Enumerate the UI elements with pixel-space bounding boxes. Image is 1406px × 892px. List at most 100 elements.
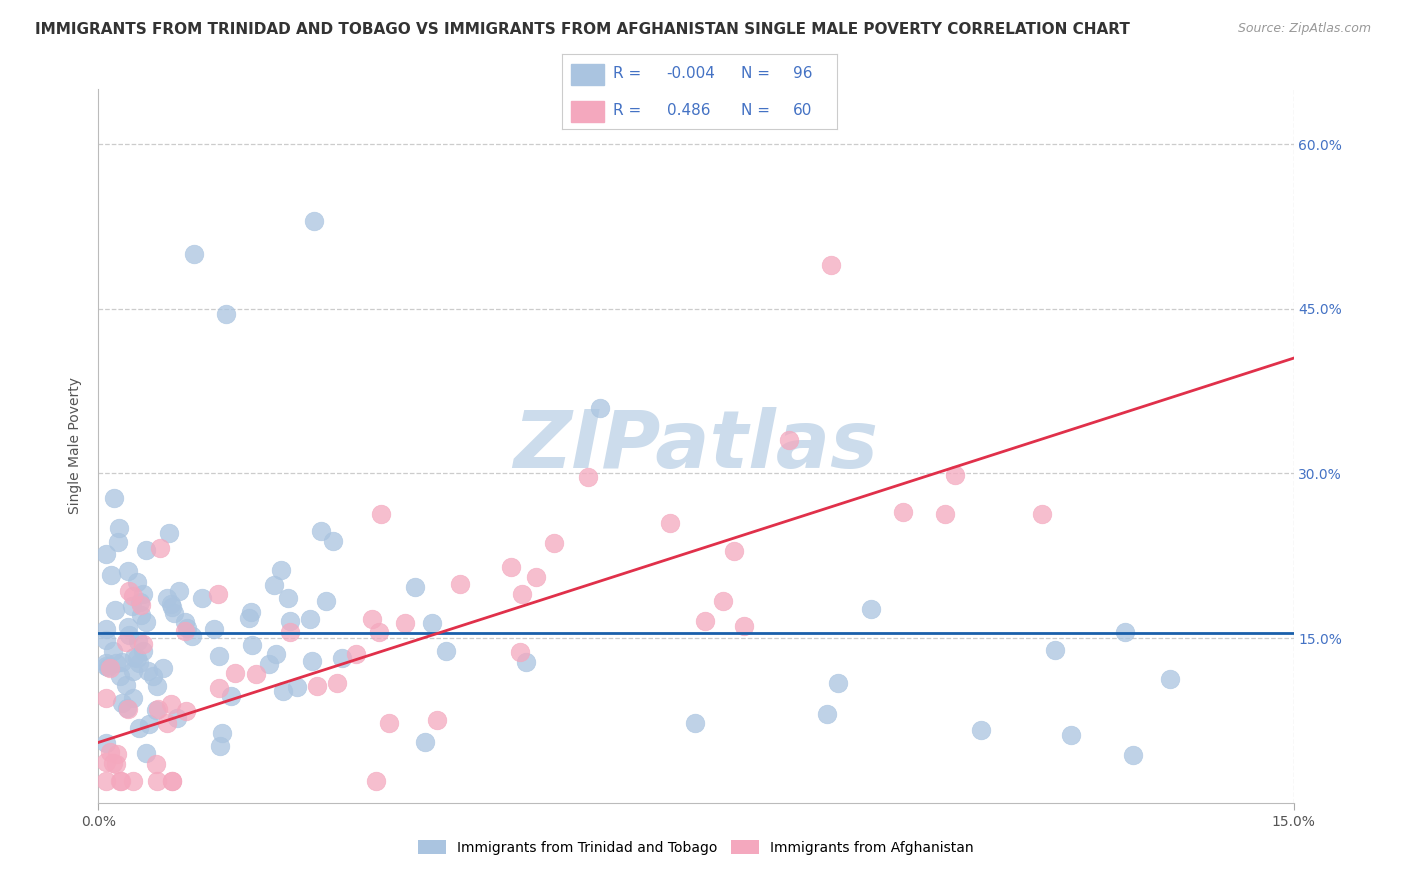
Point xyxy=(100,567,122,582)
Point xyxy=(404,580,426,594)
Point xyxy=(163,606,186,620)
Point xyxy=(96,622,118,636)
Point xyxy=(180,629,202,643)
Point xyxy=(148,702,170,716)
Point xyxy=(1122,747,1144,762)
Point xyxy=(1159,672,1181,686)
Point xyxy=(121,599,143,613)
Point xyxy=(122,665,145,679)
Point xyxy=(96,773,118,788)
Point xyxy=(711,593,734,607)
Point xyxy=(156,591,179,605)
Point xyxy=(208,681,231,695)
Point xyxy=(224,666,246,681)
Point xyxy=(117,701,139,715)
Point xyxy=(499,559,522,574)
Point xyxy=(893,505,915,519)
Point xyxy=(515,656,537,670)
Text: 60: 60 xyxy=(793,103,813,118)
Point xyxy=(240,605,263,619)
Point xyxy=(160,773,183,788)
Point xyxy=(122,773,145,788)
Point xyxy=(96,656,118,670)
Point xyxy=(723,544,745,558)
Point xyxy=(131,587,153,601)
Point xyxy=(1060,729,1083,743)
Point xyxy=(174,704,197,718)
Point xyxy=(827,676,849,690)
Point xyxy=(420,616,443,631)
Point xyxy=(111,655,134,669)
Point xyxy=(266,647,288,661)
Point xyxy=(510,587,533,601)
Point xyxy=(360,612,382,626)
Point xyxy=(104,603,127,617)
Point xyxy=(208,648,231,663)
Point xyxy=(238,611,260,625)
Point xyxy=(277,591,299,605)
Text: N =: N = xyxy=(741,67,775,81)
Point xyxy=(135,615,157,629)
Point xyxy=(117,564,139,578)
Point xyxy=(426,713,449,727)
Point xyxy=(96,660,118,674)
Point xyxy=(135,746,157,760)
Point xyxy=(211,726,233,740)
Point xyxy=(121,691,143,706)
Point xyxy=(285,680,308,694)
Point xyxy=(105,747,128,762)
Point xyxy=(1043,642,1066,657)
Point xyxy=(157,526,180,541)
Point xyxy=(215,307,238,321)
Text: IMMIGRANTS FROM TRINIDAD AND TOBAGO VS IMMIGRANTS FROM AFGHANISTAN SINGLE MALE P: IMMIGRANTS FROM TRINIDAD AND TOBAGO VS I… xyxy=(35,22,1130,37)
Point xyxy=(309,524,332,538)
Point xyxy=(370,507,392,521)
Point xyxy=(299,612,322,626)
Point xyxy=(128,595,150,609)
Point xyxy=(96,632,118,647)
Point xyxy=(128,722,150,736)
Point xyxy=(368,624,391,639)
Point xyxy=(301,654,323,668)
Point xyxy=(509,645,531,659)
Point xyxy=(103,491,125,505)
Point xyxy=(131,607,153,622)
Point xyxy=(115,678,138,692)
Point xyxy=(449,576,471,591)
Point xyxy=(108,773,131,788)
Point xyxy=(693,615,716,629)
Point xyxy=(191,591,214,605)
Point xyxy=(315,594,337,608)
Y-axis label: Single Male Poverty: Single Male Poverty xyxy=(69,377,83,515)
Point xyxy=(160,599,183,614)
Point xyxy=(322,534,344,549)
Point xyxy=(273,684,295,698)
Point xyxy=(118,584,141,599)
Point xyxy=(270,563,292,577)
Text: Source: ZipAtlas.com: Source: ZipAtlas.com xyxy=(1237,22,1371,36)
Point xyxy=(104,757,127,772)
Point xyxy=(278,614,301,628)
Point xyxy=(166,711,188,725)
Point xyxy=(219,690,242,704)
Point xyxy=(330,651,353,665)
Text: R =: R = xyxy=(613,67,647,81)
Text: N =: N = xyxy=(741,103,775,118)
Point xyxy=(245,666,267,681)
Point xyxy=(98,661,121,675)
Point xyxy=(589,401,612,415)
Point xyxy=(125,650,148,665)
Point xyxy=(146,680,169,694)
Point xyxy=(778,433,800,447)
Point xyxy=(155,716,177,731)
Point xyxy=(576,470,599,484)
Point xyxy=(142,669,165,683)
Point xyxy=(110,773,132,788)
Point xyxy=(815,706,838,721)
Point xyxy=(159,697,181,711)
Point xyxy=(101,644,124,658)
Point xyxy=(207,587,229,601)
Point xyxy=(263,578,285,592)
Point xyxy=(122,589,145,603)
Text: 0.486: 0.486 xyxy=(666,103,710,118)
